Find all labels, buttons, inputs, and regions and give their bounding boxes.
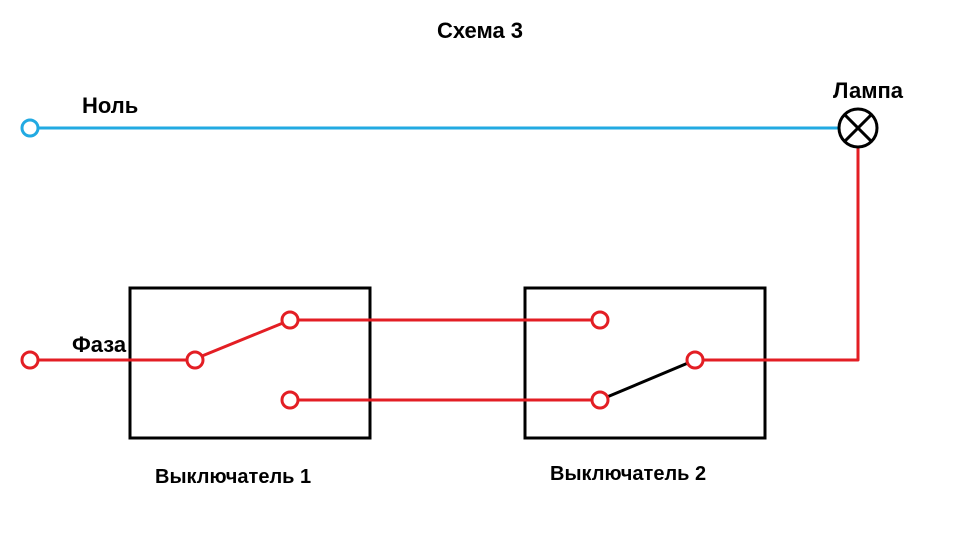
diagram-title: Схема 3 <box>0 18 960 44</box>
label-switch2: Выключатель 2 <box>550 463 706 486</box>
label-lamp: Лампа <box>833 78 903 104</box>
terminal-sw1-bot <box>282 392 298 408</box>
label-switch1: Выключатель 1 <box>155 466 311 489</box>
terminal-sw2-common <box>687 352 703 368</box>
label-neutral: Ноль <box>82 93 138 119</box>
terminal-sw1-common <box>187 352 203 368</box>
switch-1-box <box>130 288 370 438</box>
terminal-phase-source <box>22 352 38 368</box>
wire-sw2_blade <box>607 363 688 397</box>
wire-sw2_to_lamp <box>703 147 858 360</box>
terminal-neutral-source <box>22 120 38 136</box>
label-phase: Фаза <box>72 332 126 358</box>
switch-2-box <box>525 288 765 438</box>
wire-sw1_blade <box>202 323 283 356</box>
terminal-sw1-top <box>282 312 298 328</box>
terminal-sw2-top <box>592 312 608 328</box>
circuit-diagram <box>0 0 960 539</box>
terminal-sw2-bot <box>592 392 608 408</box>
